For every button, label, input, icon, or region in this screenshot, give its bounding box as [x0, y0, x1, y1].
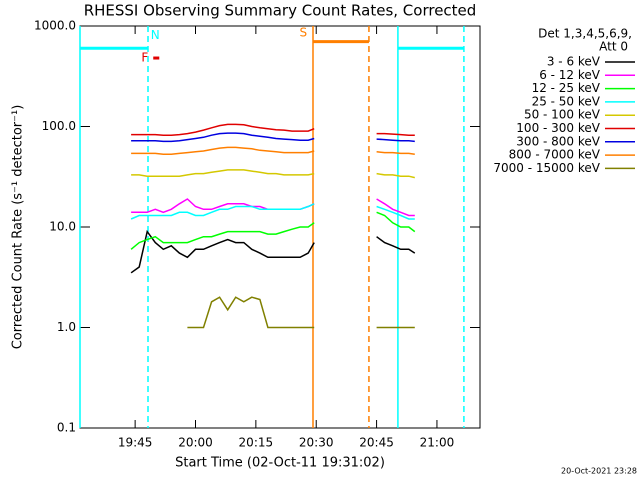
legend-label: 3 - 6 keV [547, 55, 601, 69]
data-line [187, 296, 415, 329]
data-line [130, 229, 416, 274]
annotation: N [151, 28, 160, 42]
data-line [130, 203, 415, 220]
y-tick-label: 1.0 [57, 320, 76, 334]
y-tick-label: 10.0 [49, 220, 76, 234]
x-axis-label: Start Time (02-Oct-11 19:31:02) [175, 456, 385, 471]
legend-label: 300 - 800 keV [516, 134, 600, 148]
data-line [131, 169, 415, 179]
annotation: F [141, 51, 148, 65]
y-axis-label: Corrected Count Rate (s⁻¹ detector⁻¹) [11, 105, 26, 350]
legend-label: 7000 - 15000 keV [493, 161, 600, 175]
y-tick-label: 0.1 [57, 421, 76, 435]
legend-label: 50 - 100 keV [524, 108, 601, 122]
x-tick-label: 21:00 [420, 436, 455, 450]
data-line [131, 123, 415, 136]
legend-label: 12 - 25 keV [532, 81, 601, 95]
annotation: S [300, 26, 308, 40]
x-tick-label: 20:30 [299, 436, 334, 450]
x-tick-label: 20:45 [359, 436, 394, 450]
x-tick-label: 19:45 [118, 436, 153, 450]
legend-label: 25 - 50 keV [532, 94, 601, 108]
x-tick-label: 20:00 [178, 436, 213, 450]
legend-title: Att 0 [599, 40, 628, 54]
legend-label: 800 - 7000 keV [509, 148, 601, 162]
data-line [130, 211, 416, 250]
y-tick-label: 1000.0 [34, 19, 76, 33]
data-line [131, 132, 415, 143]
data-line [131, 146, 415, 155]
chart-title: RHESSI Observing Summary Count Rates, Co… [84, 2, 477, 20]
legend-label: 100 - 300 keV [516, 121, 600, 135]
x-tick-label: 20:15 [239, 436, 274, 450]
legend-title: Det 1,3,4,5,6,9, [538, 27, 632, 41]
timestamp: 20-Oct-2021 23:28 [561, 467, 637, 476]
legend-label: 6 - 12 keV [539, 68, 601, 82]
y-tick-label: 100.0 [42, 119, 76, 133]
